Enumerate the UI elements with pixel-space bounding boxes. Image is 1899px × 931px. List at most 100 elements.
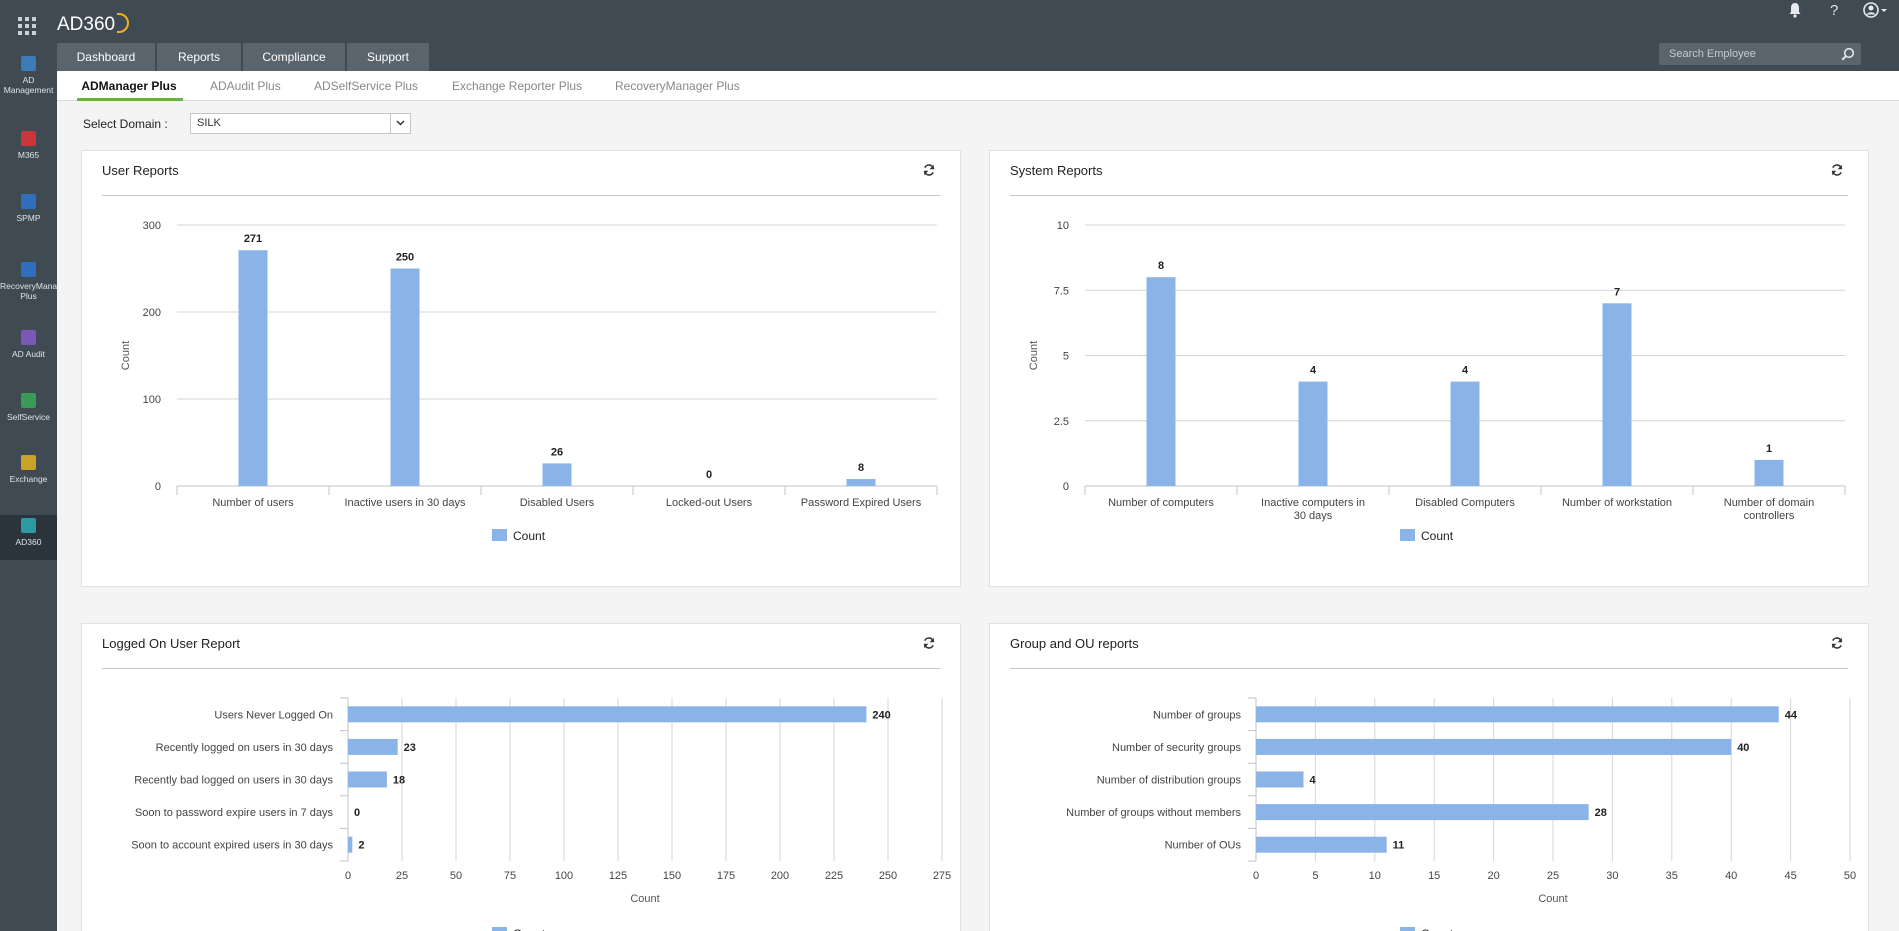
x-tick-label: 20 bbox=[1487, 870, 1499, 882]
panel-title: Logged On User Report bbox=[102, 636, 241, 651]
x-tick-label: 30 days bbox=[1294, 510, 1333, 522]
x-axis-title: Count bbox=[630, 893, 659, 905]
rail-item-ad-audit[interactable]: AD Audit bbox=[0, 330, 57, 359]
x-tick-label: 225 bbox=[825, 870, 843, 882]
rail-item-label: SelfService bbox=[7, 412, 50, 422]
y-tick-label: Soon to password expire users in 7 days bbox=[135, 807, 334, 819]
x-tick-label: 100 bbox=[555, 870, 573, 882]
y-tick-label: Number of groups bbox=[1153, 709, 1242, 721]
user-reports-panel: User Reports 0 100 200 300 Count 271 Number of… bbox=[81, 150, 961, 587]
y-tick-label: 0 bbox=[155, 481, 161, 493]
chevron-down-icon[interactable] bbox=[390, 114, 410, 133]
refresh-icon[interactable] bbox=[922, 163, 936, 177]
ad-management-icon bbox=[21, 56, 36, 71]
refresh-icon[interactable] bbox=[1830, 636, 1844, 650]
panel-title: Group and OU reports bbox=[1010, 636, 1139, 651]
y-tick-label: 2.5 bbox=[1054, 416, 1069, 428]
y-tick-label: 200 bbox=[143, 307, 161, 319]
legend-label: Count bbox=[513, 529, 546, 543]
x-tick-label: 35 bbox=[1666, 870, 1678, 882]
bar bbox=[1146, 277, 1176, 486]
panel-title: System Reports bbox=[1010, 163, 1103, 178]
x-tick-label: 50 bbox=[450, 870, 462, 882]
help-icon[interactable]: ? bbox=[1830, 2, 1839, 19]
refresh-icon[interactable] bbox=[1830, 163, 1844, 177]
system-reports-panel: System Reports 0 2.5 5 7.5 10 Count 8 Number of… bbox=[989, 150, 1869, 587]
data-label: 1 bbox=[1766, 443, 1772, 455]
x-tick-label: 45 bbox=[1784, 870, 1796, 882]
x-tick-label: Inactive computers in bbox=[1261, 497, 1365, 509]
x-tick-label: 25 bbox=[1547, 870, 1559, 882]
rail-item-ad360[interactable]: AD360 bbox=[0, 515, 57, 560]
rail-item-ad-management[interactable]: AD Management bbox=[0, 56, 57, 95]
x-tick-label: Number of computers bbox=[1108, 497, 1214, 509]
domain-value: SILK bbox=[197, 117, 221, 129]
bar bbox=[1256, 706, 1779, 723]
y-tick-label: Number of distribution groups bbox=[1097, 775, 1242, 787]
domain-label: Select Domain : bbox=[83, 117, 168, 131]
panel-title: User Reports bbox=[102, 163, 179, 178]
rail-item-label: SPMP bbox=[16, 213, 41, 223]
employee-search bbox=[1659, 43, 1861, 65]
spmp-icon bbox=[21, 194, 36, 209]
data-label: 250 bbox=[396, 252, 414, 264]
y-tick-label: Users Never Logged On bbox=[214, 709, 333, 721]
y-axis-title: Count bbox=[1028, 341, 1040, 370]
bar bbox=[1256, 738, 1732, 755]
x-tick-label: 40 bbox=[1725, 870, 1737, 882]
search-input[interactable] bbox=[1659, 43, 1829, 65]
bell-icon[interactable] bbox=[1789, 2, 1801, 21]
x-tick-label: 15 bbox=[1428, 870, 1440, 882]
y-tick-label: Number of groups without members bbox=[1066, 807, 1241, 819]
y-axis-title: Count bbox=[120, 341, 132, 370]
y-tick-label: 10 bbox=[1057, 220, 1069, 232]
x-tick-label: 0 bbox=[345, 870, 351, 882]
tab-support[interactable]: Support bbox=[347, 43, 429, 71]
data-label: 44 bbox=[1785, 709, 1798, 721]
x-tick-label: Disabled Computers bbox=[1415, 497, 1515, 509]
legend-swatch bbox=[1400, 927, 1415, 931]
logged-on-user-report-panel: Logged On User Report 0 25 50 75 100 125 150 17… bbox=[81, 623, 961, 931]
data-label: 18 bbox=[393, 775, 405, 787]
tab-dashboard[interactable]: Dashboard bbox=[57, 43, 155, 71]
domain-select[interactable]: SILK bbox=[190, 113, 411, 134]
data-label: 40 bbox=[1737, 742, 1749, 754]
data-label: 28 bbox=[1595, 807, 1607, 819]
rail-item-recoverymanager-plus[interactable]: RecoveryMana Plus bbox=[0, 262, 57, 301]
user-icon[interactable] bbox=[1863, 2, 1889, 21]
subtab-exchange-reporter-plus[interactable]: Exchange Reporter Plus bbox=[452, 79, 583, 93]
bar bbox=[1754, 459, 1784, 486]
data-label: 8 bbox=[1158, 260, 1164, 272]
rail-item-label: M365 bbox=[17, 150, 40, 160]
app-logo[interactable]: AD360 bbox=[57, 13, 130, 36]
rail-item-selfservice[interactable]: SelfService bbox=[0, 393, 57, 422]
subtab-admanager-plus[interactable]: ADManager Plus bbox=[77, 71, 183, 101]
bar bbox=[846, 479, 876, 486]
rail-item-spmp[interactable]: SPMP bbox=[0, 194, 57, 223]
rail-item-m365[interactable]: M365 bbox=[0, 131, 57, 160]
tab-compliance[interactable]: Compliance bbox=[243, 43, 345, 71]
x-tick-label: 5 bbox=[1312, 870, 1318, 882]
data-label: 2 bbox=[358, 840, 364, 852]
apps-grid-icon[interactable] bbox=[18, 17, 36, 35]
data-label: 23 bbox=[404, 742, 416, 754]
subtab-adselfservice-plus[interactable]: ADSelfService Plus bbox=[314, 79, 419, 93]
y-tick-label: 300 bbox=[143, 220, 161, 232]
x-tick-label: 25 bbox=[396, 870, 408, 882]
subtab-adaudit-plus[interactable]: ADAudit Plus bbox=[210, 79, 281, 93]
x-tick-label: 50 bbox=[1844, 870, 1856, 882]
data-label: 0 bbox=[706, 469, 712, 481]
tab-reports[interactable]: Reports bbox=[157, 43, 241, 71]
refresh-icon[interactable] bbox=[922, 636, 936, 650]
x-tick-label: 250 bbox=[879, 870, 897, 882]
search-icon[interactable] bbox=[1841, 47, 1855, 61]
rail-item-exchange[interactable]: Exchange bbox=[0, 455, 57, 484]
exchange-icon bbox=[21, 455, 36, 470]
x-tick-label: 75 bbox=[504, 870, 516, 882]
subtab-recoverymanager-plus[interactable]: RecoveryManager Plus bbox=[615, 79, 740, 93]
group-and-ou-reports-panel: Group and OU reports 0 5 10 15 20 25 30 35 40 45 5… bbox=[989, 623, 1869, 931]
ad-audit-icon bbox=[21, 330, 36, 345]
app-rail: AD Management M365 SPMP RecoveryMana Plus AD A… bbox=[0, 0, 57, 931]
y-tick-label: 100 bbox=[143, 394, 161, 406]
x-tick-label: Number of workstation bbox=[1562, 497, 1672, 509]
